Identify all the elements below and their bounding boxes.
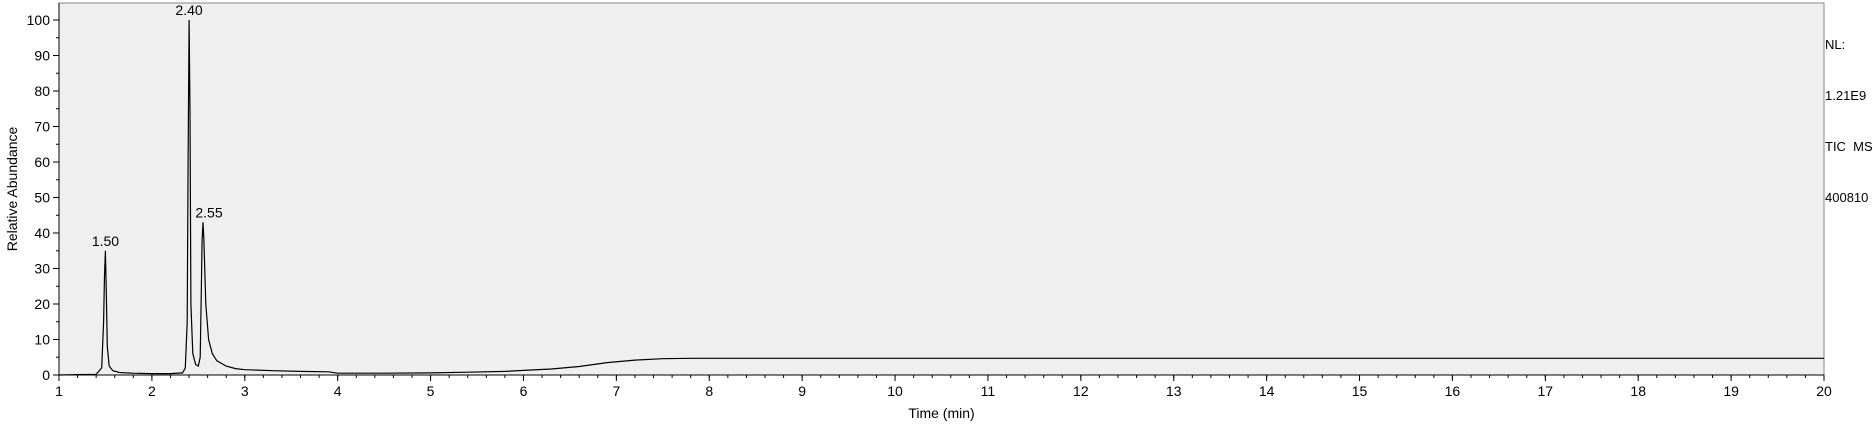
x-axis-title: Time (min) [908, 405, 974, 421]
y-tick-label: 50 [34, 190, 50, 206]
x-tick-label: 20 [1816, 383, 1832, 399]
x-tick-label: 4 [334, 383, 342, 399]
x-tick-label: 10 [887, 383, 903, 399]
scan-info-panel: NL: 1.21E9 TIC MS 400810 [1825, 2, 1873, 223]
x-tick-label: 11 [981, 383, 996, 399]
x-tick-label: 18 [1630, 383, 1646, 399]
nl-value: 1.21E9 [1825, 88, 1867, 103]
trace-type: TIC MS [1825, 139, 1873, 154]
y-tick-label: 10 [34, 332, 50, 348]
x-tick-label: 9 [798, 383, 806, 399]
y-tick-label: 90 [34, 48, 50, 64]
x-axis: 1 2 3 4 5 6 7 8 9 10 11 12 13 14 15 16 17 18 19 20 [55, 374, 1832, 399]
peak-label: 2.40 [175, 2, 202, 18]
x-tick-label: 1 [55, 383, 63, 399]
y-tick-label: 30 [34, 261, 50, 277]
x-tick-label: 2 [148, 383, 156, 399]
x-tick-label: 15 [1352, 383, 1368, 399]
x-tick-label: 12 [1073, 383, 1089, 399]
peak-label: 2.55 [195, 204, 222, 220]
x-tick-label: 7 [612, 383, 620, 399]
x-tick-label: 5 [427, 383, 435, 399]
file-id: 400810 [1825, 190, 1869, 205]
y-tick-label: 70 [34, 119, 50, 135]
y-axis: 0 10 20 30 40 50 60 70 80 90 100 [27, 3, 60, 383]
y-axis-title: Relative Abundance [4, 127, 20, 252]
y-tick-label: 40 [34, 225, 50, 241]
x-tick-label: 16 [1445, 383, 1461, 399]
x-tick-label: 14 [1259, 383, 1275, 399]
x-tick-label: 6 [520, 383, 528, 399]
nl-label: NL: [1825, 37, 1846, 52]
plot-area [58, 2, 1825, 376]
y-tick-label: 80 [34, 83, 50, 99]
y-tick-label: 100 [27, 12, 51, 28]
y-tick-label: 20 [34, 296, 50, 312]
peak-label: 1.50 [92, 233, 119, 249]
peak-labels: 1.50 2.40 2.55 [92, 2, 223, 249]
x-tick-label: 3 [241, 383, 249, 399]
x-tick-label: 8 [705, 383, 713, 399]
x-tick-label: 13 [1166, 383, 1182, 399]
y-tick-label: 0 [42, 367, 50, 383]
tic-trace-line [58, 19, 1824, 376]
x-tick-label: 17 [1538, 383, 1554, 399]
y-tick-label: 60 [34, 154, 50, 170]
tic-trace-group [58, 19, 1824, 376]
x-tick-label: 19 [1723, 383, 1739, 399]
